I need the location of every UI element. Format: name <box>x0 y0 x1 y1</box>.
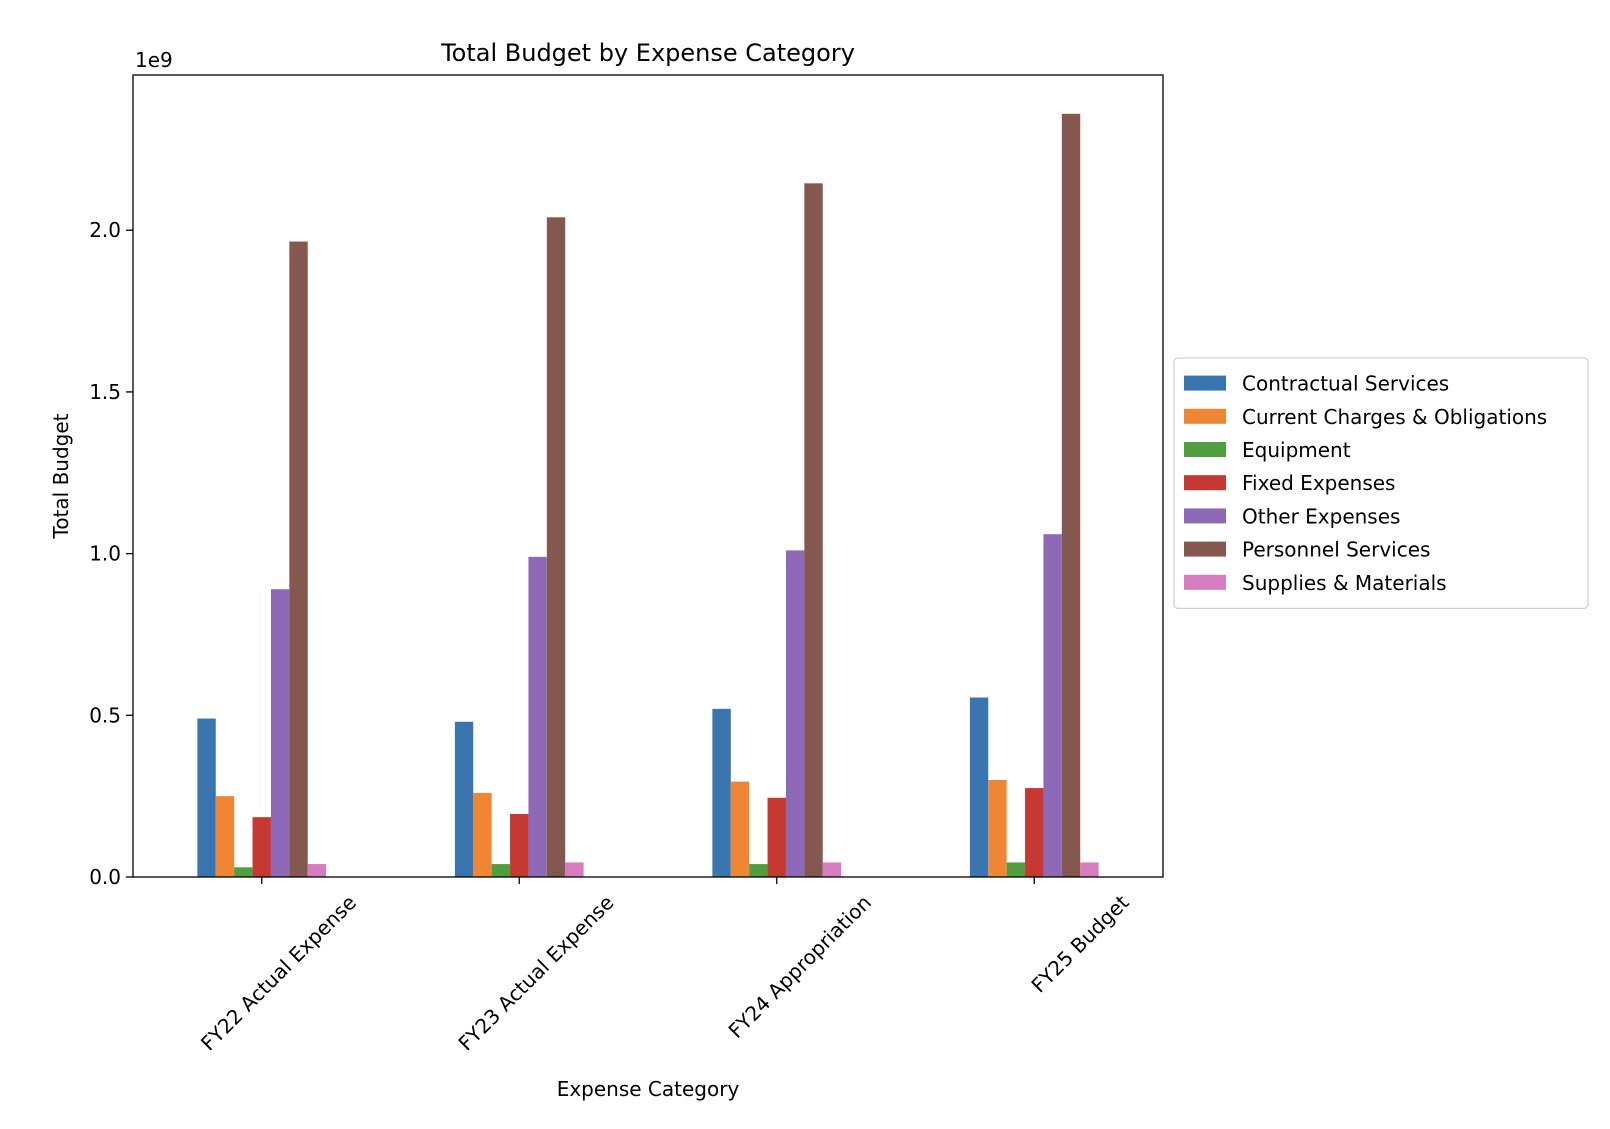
legend-swatch-5 <box>1184 541 1226 557</box>
bar-2-2 <box>749 864 768 877</box>
bar-5-2 <box>804 183 823 877</box>
bar-4-1 <box>528 556 547 877</box>
legend-items: Contractual Services Current Charges & Ob… <box>1184 372 1547 595</box>
bar-1-0 <box>215 796 235 877</box>
bar-2-0 <box>234 867 253 877</box>
y-tick-label: 0.0 <box>89 865 121 889</box>
x-axis-ticks: FY22 Actual Expense FY23 Actual Expense FY… <box>196 877 1134 1055</box>
legend-swatch-2 <box>1184 442 1226 457</box>
bar-0-1 <box>454 721 474 877</box>
legend-label-4: Other Expenses <box>1242 504 1400 528</box>
legend-swatch-1 <box>1184 408 1226 424</box>
bars-layer <box>197 113 1099 878</box>
legend: Contractual Services Current Charges & Ob… <box>1173 357 1589 609</box>
bar-3-3 <box>1025 788 1044 877</box>
legend-label-5: Personnel Services <box>1242 538 1430 562</box>
legend-swatch-0 <box>1184 375 1226 391</box>
x-tick-label: FY23 Actual Expense <box>453 890 618 1055</box>
legend-label-3: Fixed Expenses <box>1242 471 1395 495</box>
y-axis-title: Total Budget <box>49 413 73 539</box>
legend-frame <box>1173 357 1589 609</box>
bar-1-3 <box>988 779 1007 877</box>
bar-4-3 <box>1043 534 1062 877</box>
bar-6-1 <box>565 862 584 877</box>
legend-label-6: Supplies & Materials <box>1242 571 1447 595</box>
bar-0-3 <box>969 697 989 877</box>
bar-4-0 <box>270 589 290 877</box>
plot-area-frame <box>132 74 1164 878</box>
bar-5-0 <box>289 241 308 878</box>
y-tick-label: 1.0 <box>89 542 121 566</box>
bar-6-2 <box>822 862 842 877</box>
bar-3-0 <box>252 817 271 877</box>
y-axis-ticks: 0.0 0.5 1.0 1.5 2.0 <box>89 218 133 889</box>
x-tick-label: FY24 Appropriation <box>724 890 877 1043</box>
y-tick-label: 2.0 <box>89 218 121 242</box>
bar-5-3 <box>1061 113 1081 877</box>
bar-3-1 <box>510 813 529 877</box>
y-axis-offset-label: 1e9 <box>135 48 173 72</box>
y-tick-label: 0.5 <box>89 703 121 727</box>
bar-2-1 <box>491 864 511 877</box>
bar-1-1 <box>473 792 492 877</box>
bar-4-2 <box>785 550 805 877</box>
legend-swatch-6 <box>1184 574 1226 590</box>
bar-0-2 <box>712 708 731 877</box>
chart-title: Total Budget by Expense Category <box>440 39 855 67</box>
bar-6-3 <box>1080 862 1099 877</box>
legend-swatch-4 <box>1184 508 1226 524</box>
bar-6-0 <box>307 864 327 877</box>
legend-label-0: Contractual Services <box>1242 372 1449 396</box>
bar-5-1 <box>546 217 566 878</box>
legend-label-2: Equipment <box>1242 438 1351 462</box>
bar-0-0 <box>197 718 216 877</box>
x-axis-title: Expense Category <box>557 1077 740 1101</box>
x-tick-label: FY25 Budget <box>1026 890 1133 997</box>
bar-1-2 <box>730 781 750 877</box>
bar-3-2 <box>767 797 786 877</box>
bar-2-3 <box>1006 862 1026 877</box>
legend-swatch-3 <box>1184 475 1226 491</box>
y-tick-label: 1.5 <box>89 380 121 404</box>
legend-label-1: Current Charges & Obligations <box>1242 405 1547 429</box>
x-tick-label: FY22 Actual Expense <box>196 890 361 1055</box>
